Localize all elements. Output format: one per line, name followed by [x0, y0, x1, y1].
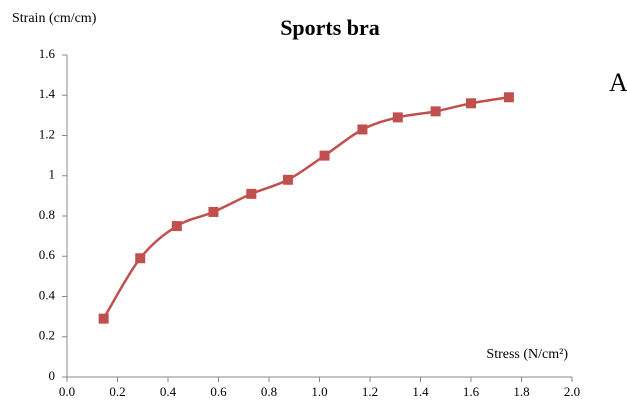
data-point [208, 206, 219, 217]
x-tick-label: 0.6 [210, 384, 227, 399]
data-point [503, 92, 514, 103]
x-tick-label: 0.4 [160, 384, 177, 399]
x-tick-label: 1.2 [362, 384, 378, 399]
data-point [430, 106, 441, 117]
y-axis-label: Strain (cm/cm) [12, 11, 97, 26]
x-tick-label: 1.0 [311, 384, 327, 399]
x-tick-label: 0.0 [59, 384, 75, 399]
data-point [246, 188, 257, 199]
x-tick-label: 1.6 [463, 384, 480, 399]
y-tick-label: 1.4 [39, 86, 56, 101]
data-point [282, 174, 293, 185]
data-point [357, 124, 368, 135]
data-point [466, 98, 476, 109]
data-line [102, 96, 510, 320]
x-tick-label: 1.8 [513, 384, 529, 399]
data-point [98, 313, 109, 324]
y-tick-label: 1 [49, 167, 56, 182]
y-tick-label: 1.6 [39, 46, 56, 61]
y-tick-label: 0.8 [39, 207, 55, 222]
y-tick-label: 1.2 [39, 126, 55, 141]
x-axis-label: Stress (N/cm²) [486, 347, 568, 362]
data-point [171, 221, 182, 232]
y-tick-label: 0.6 [39, 247, 56, 262]
data-point [392, 112, 403, 123]
x-tick-label: 0.2 [109, 384, 125, 399]
data-point [319, 150, 330, 161]
y-tick-label: 0.2 [39, 328, 55, 343]
annotation: A [609, 68, 627, 97]
y-tick-label: 0.4 [39, 287, 56, 302]
x-tick-label: 1.4 [412, 384, 429, 399]
y-tick-label: 0 [49, 368, 56, 383]
x-tick-label: 2.0 [564, 384, 580, 399]
x-tick-label: 0.8 [261, 384, 277, 399]
chart-title: Sports bra [280, 15, 380, 40]
data-point [135, 253, 146, 264]
